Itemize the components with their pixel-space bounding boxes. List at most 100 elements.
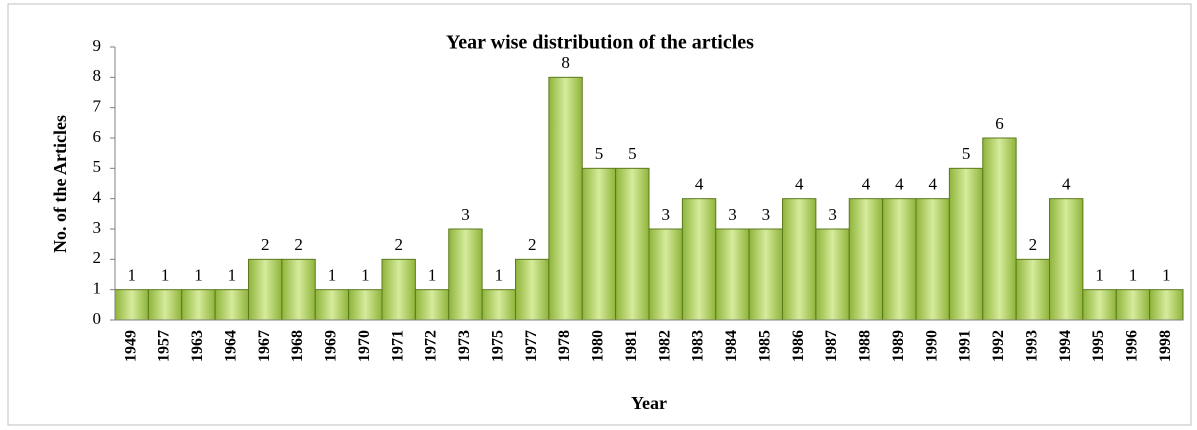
bar [348,289,383,321]
x-tick-label: 1963 [189,330,206,362]
y-tick-label: 5 [93,157,102,176]
data-label: 3 [728,205,737,224]
data-label: 4 [895,175,904,194]
bar [314,289,350,321]
bar [848,198,884,321]
data-label: 2 [528,235,537,254]
data-label: 1 [1095,266,1104,285]
data-label: 2 [261,235,270,254]
bar [915,198,950,321]
data-label: 3 [661,205,670,224]
x-tick-label: 1989 [890,330,907,362]
bar [815,228,850,321]
x-tick-label: 1949 [122,330,139,362]
bar [114,289,149,321]
data-label: 2 [394,235,403,254]
x-tick-label: 1964 [222,330,239,362]
x-tick-label: 1971 [389,330,406,362]
data-label: 4 [1062,175,1071,194]
x-tick-label: 1977 [523,330,540,362]
bar [948,167,984,321]
y-tick-label: 3 [93,218,102,237]
data-label: 1 [328,266,337,285]
bar [147,289,183,321]
data-label: 1 [194,266,203,285]
chart-title: Year wise distribution of the articles [446,32,754,54]
data-label: 1 [161,266,170,285]
data-label: 1 [361,266,370,285]
x-tick-label: 1972 [423,330,440,362]
x-tick-label: 1975 [489,330,506,362]
bar [1082,289,1117,321]
bar [515,258,550,321]
data-label: 1 [127,266,136,285]
x-tick-label: 1990 [923,330,940,362]
data-label: 1 [1162,266,1171,285]
x-tick-label: 1996 [1124,330,1141,362]
data-label: 1 [228,266,237,285]
data-label: 2 [294,235,303,254]
bar [281,258,316,321]
x-tick-label: 1968 [289,330,306,362]
data-label: 1 [428,266,437,285]
bar [748,228,783,321]
data-label: 4 [862,175,871,194]
x-tick-label: 1983 [690,330,707,362]
data-label: 1 [1129,266,1138,285]
data-label: 3 [828,205,837,224]
bar [1015,258,1050,321]
y-tick-label: 9 [93,36,102,55]
x-tick-label: 1973 [456,330,473,362]
x-tick-label: 1978 [556,330,573,362]
bar [648,228,683,321]
y-tick-label: 1 [93,279,102,298]
data-label: 4 [695,175,704,194]
y-tick-label: 4 [93,188,102,207]
x-tick-label: 1957 [156,330,173,362]
bar [581,167,617,321]
bar [214,289,249,321]
y-tick-label: 8 [93,66,102,85]
bar [615,167,650,321]
data-label: 5 [962,144,971,163]
x-tick-label: 1985 [756,330,773,362]
data-label: 2 [1029,235,1038,254]
x-tick-label: 1994 [1057,330,1074,362]
x-tick-label: 1982 [656,330,673,362]
bar [1149,289,1184,321]
x-tick-label: 1967 [256,330,273,362]
bar [448,228,483,321]
data-label: 3 [461,205,470,224]
x-tick-label: 1987 [823,330,840,362]
x-tick-label: 1998 [1157,330,1174,362]
x-axis-title: Year [631,393,667,413]
bar [481,289,516,321]
data-label: 8 [561,53,570,72]
bar [248,258,283,321]
data-label: 6 [995,114,1004,133]
bar [181,289,216,321]
data-label: 4 [795,175,804,194]
bar [715,228,750,321]
y-tick-label: 2 [93,248,102,267]
y-tick-label: 7 [93,97,102,116]
x-tick-label: 1993 [1023,330,1040,362]
x-tick-label: 1981 [623,330,640,362]
data-label: 1 [495,266,504,285]
x-tick-label: 1984 [723,330,740,362]
bar [681,198,717,321]
data-label: 5 [628,144,637,163]
x-tick-label: 1988 [857,330,874,362]
data-label: 4 [928,175,937,194]
x-tick-label: 1995 [1090,330,1107,362]
x-tick-label: 1970 [356,330,373,362]
bar [414,289,450,321]
bar [1049,198,1084,321]
bar [1115,289,1151,321]
bar [982,137,1017,321]
x-tick-label: 1992 [990,330,1007,362]
x-tick-label: 1986 [790,330,807,362]
data-label: 3 [762,205,771,224]
x-tick-label: 1969 [323,330,340,362]
